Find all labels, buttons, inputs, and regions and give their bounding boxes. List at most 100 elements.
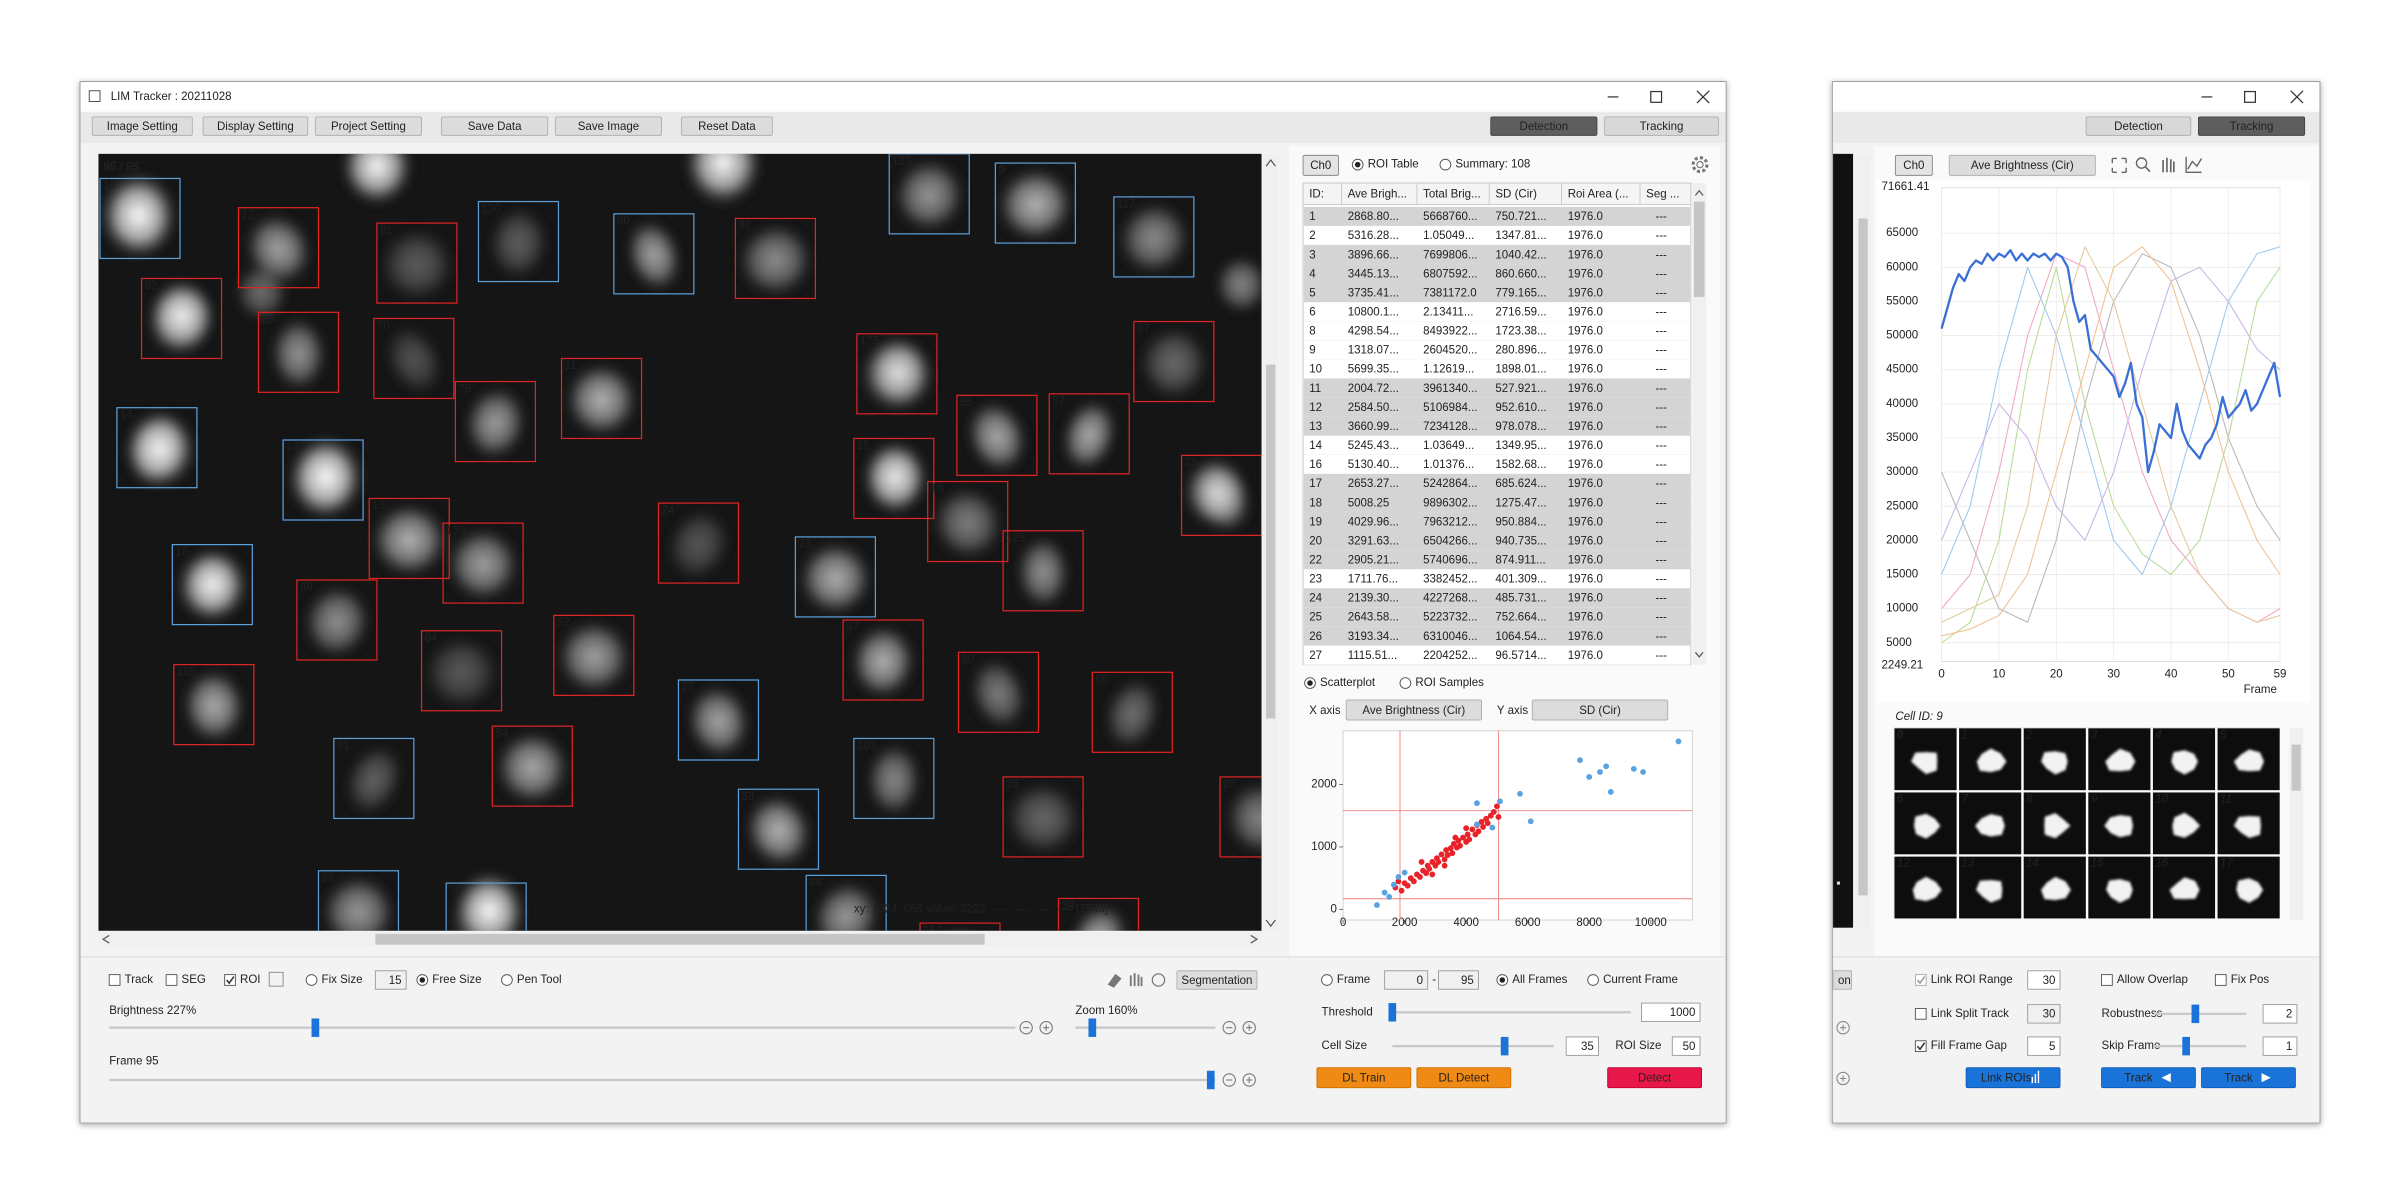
checkbox[interactable] bbox=[224, 974, 236, 986]
roi-box[interactable] bbox=[853, 437, 935, 520]
roi-box[interactable] bbox=[368, 497, 450, 580]
button[interactable] bbox=[2101, 1067, 2196, 1089]
thumbnail[interactable] bbox=[2216, 727, 2281, 792]
table-row-selected[interactable] bbox=[1303, 378, 1690, 398]
button[interactable] bbox=[441, 116, 549, 136]
checkbox[interactable] bbox=[108, 974, 121, 986]
button[interactable] bbox=[1832, 970, 1852, 990]
settings-icon[interactable] bbox=[1691, 156, 1709, 174]
radio[interactable] bbox=[305, 974, 318, 986]
roi-box[interactable] bbox=[734, 217, 817, 300]
table-row-selected[interactable] bbox=[1303, 283, 1690, 303]
button[interactable] bbox=[2198, 116, 2306, 136]
table-row[interactable] bbox=[1303, 569, 1690, 589]
table-row-selected[interactable] bbox=[1303, 550, 1690, 570]
checkbox[interactable] bbox=[1914, 1040, 1927, 1052]
table-row-selected[interactable] bbox=[1303, 206, 1690, 226]
slider-thumb[interactable] bbox=[2182, 1036, 2190, 1056]
roi-box[interactable] bbox=[794, 536, 877, 618]
slider-thumb[interactable] bbox=[2191, 1004, 2200, 1024]
roi-box[interactable] bbox=[296, 579, 378, 661]
roi-box[interactable] bbox=[919, 922, 1001, 1003]
table-row-selected[interactable] bbox=[1303, 264, 1690, 284]
table-row-selected[interactable] bbox=[1303, 588, 1690, 608]
table-row[interactable] bbox=[1303, 359, 1690, 379]
roi-box[interactable] bbox=[173, 664, 255, 746]
button[interactable] bbox=[1604, 116, 1719, 136]
table-row[interactable] bbox=[1303, 435, 1690, 455]
button[interactable] bbox=[1416, 1067, 1512, 1089]
radio[interactable] bbox=[1321, 974, 1333, 986]
roi-box[interactable] bbox=[1219, 776, 1300, 858]
radio[interactable] bbox=[1587, 974, 1599, 986]
chart-icon[interactable] bbox=[2185, 156, 2203, 173]
button[interactable] bbox=[1948, 154, 2096, 176]
text-input[interactable] bbox=[1671, 1036, 1701, 1056]
checkbox[interactable] bbox=[165, 974, 178, 986]
button[interactable] bbox=[314, 116, 423, 136]
zoom-icon[interactable] bbox=[2135, 157, 2148, 169]
roi-box[interactable] bbox=[257, 311, 340, 393]
table-row[interactable] bbox=[1303, 340, 1690, 360]
roi-box[interactable] bbox=[171, 544, 253, 626]
info-icon[interactable] bbox=[1151, 973, 1166, 987]
roi-box[interactable] bbox=[677, 679, 760, 761]
button[interactable] bbox=[1607, 1067, 1703, 1089]
table-row-selected[interactable] bbox=[1303, 512, 1690, 532]
button[interactable] bbox=[202, 116, 309, 136]
table-row[interactable] bbox=[1303, 645, 1690, 665]
radio[interactable] bbox=[501, 974, 513, 986]
table-row-selected[interactable] bbox=[1303, 531, 1690, 551]
text-input[interactable] bbox=[1641, 1002, 1701, 1023]
button[interactable] bbox=[681, 116, 773, 136]
zoom-button[interactable] bbox=[1039, 1021, 1053, 1035]
roi-box[interactable] bbox=[657, 502, 740, 584]
button[interactable] bbox=[1176, 970, 1258, 990]
button[interactable] bbox=[1894, 154, 1933, 176]
text-input[interactable] bbox=[2027, 1036, 2061, 1056]
eraser-icon[interactable] bbox=[1107, 973, 1122, 988]
checkbox[interactable] bbox=[1914, 1008, 1927, 1020]
roi-box[interactable] bbox=[1133, 320, 1215, 403]
roi-box[interactable] bbox=[1048, 393, 1130, 475]
button[interactable] bbox=[1965, 1067, 2061, 1089]
table-row[interactable] bbox=[1303, 321, 1690, 341]
table-row[interactable] bbox=[1303, 454, 1690, 474]
slider-thumb[interactable] bbox=[1388, 1003, 1397, 1022]
roi-box[interactable] bbox=[853, 737, 935, 820]
roi-box[interactable] bbox=[613, 213, 695, 295]
zoom-button[interactable] bbox=[1222, 1073, 1236, 1087]
roi-box[interactable] bbox=[553, 614, 635, 697]
table-row-selected[interactable] bbox=[1303, 245, 1690, 265]
text-input[interactable] bbox=[2027, 970, 2061, 990]
roi-box[interactable] bbox=[99, 177, 181, 260]
zoom-button[interactable] bbox=[1222, 1021, 1236, 1035]
add-button[interactable] bbox=[1836, 1021, 1850, 1035]
roi-box[interactable] bbox=[737, 788, 820, 870]
button[interactable] bbox=[1316, 1067, 1412, 1089]
zoom-button[interactable] bbox=[1242, 1021, 1256, 1035]
roi-box[interactable] bbox=[1057, 897, 1140, 978]
roi-box[interactable] bbox=[445, 882, 527, 963]
roi-box[interactable] bbox=[333, 737, 415, 820]
button[interactable] bbox=[1490, 116, 1598, 136]
button[interactable] bbox=[1302, 154, 1339, 176]
button[interactable] bbox=[1531, 699, 1669, 721]
slider-thumb[interactable] bbox=[1206, 1070, 1215, 1090]
roi-box[interactable] bbox=[454, 380, 536, 463]
slider-thumb[interactable] bbox=[1088, 1018, 1097, 1037]
roi-box[interactable] bbox=[1180, 454, 1262, 536]
radio[interactable] bbox=[1399, 677, 1412, 689]
roi-box[interactable] bbox=[420, 630, 503, 712]
button[interactable] bbox=[91, 116, 193, 136]
text-input[interactable] bbox=[2027, 1004, 2061, 1024]
text-input[interactable] bbox=[374, 970, 407, 990]
table-row-selected[interactable] bbox=[1303, 397, 1690, 417]
slider-thumb[interactable] bbox=[1500, 1036, 1509, 1056]
radio[interactable] bbox=[1439, 158, 1452, 171]
roi-box[interactable] bbox=[477, 200, 560, 283]
text-input[interactable] bbox=[2262, 1036, 2298, 1056]
button[interactable] bbox=[2085, 116, 2192, 136]
roi-box[interactable] bbox=[373, 317, 455, 400]
roi-box[interactable] bbox=[282, 439, 364, 521]
